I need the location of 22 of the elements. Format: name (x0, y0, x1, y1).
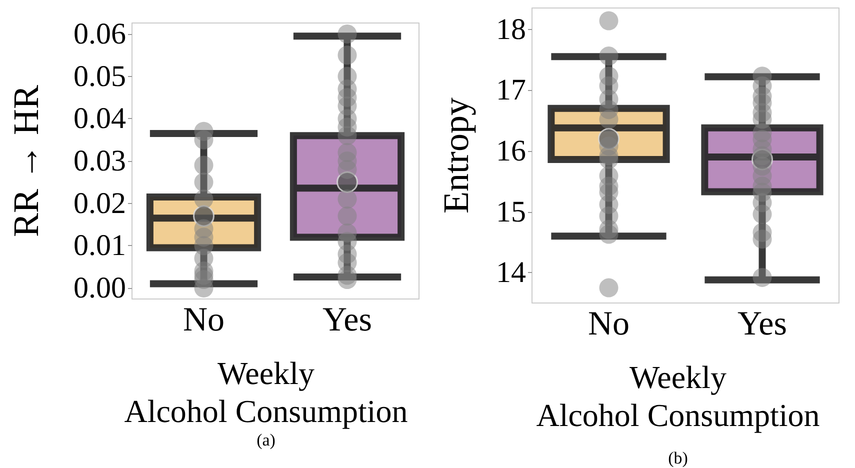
x-tick-label: No (182, 302, 225, 338)
x-axis-title: Weekly Alcohol Consumption (124, 355, 408, 429)
y-tick-label: 17 (496, 74, 526, 107)
x-tick-label: Yes (322, 302, 372, 338)
y-axis-title: Entropy (436, 98, 476, 214)
x-tick-label: Yes (738, 306, 787, 342)
y-tick-label: 15 (496, 195, 526, 228)
y-tick-label: 16 (496, 134, 526, 168)
y-tick-label: 14 (496, 256, 526, 290)
x-tick-label: No (588, 306, 630, 342)
y-axis-title: RR → HR (6, 84, 46, 238)
y-tick-label: 18 (496, 12, 526, 46)
x-axis-title: Weekly Alcohol Consumption (536, 359, 820, 433)
y-tick-label: 0.00 (74, 271, 126, 304)
text: (b) (668, 448, 688, 468)
y-tick-label: 0.03 (74, 144, 126, 178)
y-tick-label: 0.06 (74, 18, 126, 51)
y-tick-label: 0.04 (74, 102, 126, 136)
text: (a) (256, 430, 276, 450)
y-tick-label: 0.02 (74, 186, 126, 220)
y-tick-label: 0.05 (74, 60, 126, 93)
y-tick-label: 0.01 (74, 229, 126, 262)
